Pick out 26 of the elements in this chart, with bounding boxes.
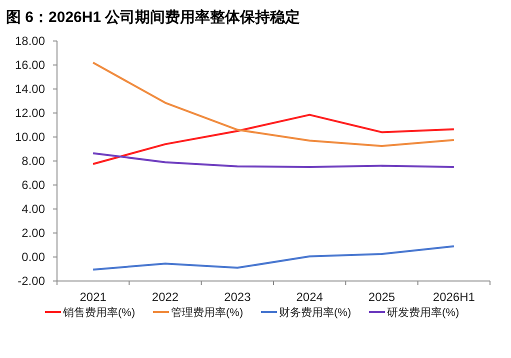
x-tick-label: 2026H1 xyxy=(432,290,476,304)
legend-label: 管理费用率(%) xyxy=(171,306,244,319)
line-series xyxy=(92,62,455,147)
line-series xyxy=(92,245,455,271)
line-series xyxy=(92,152,455,168)
x-tick-label: 2021 xyxy=(80,290,107,304)
y-tick-label: 0.00 xyxy=(22,250,46,264)
y-tick-label: 10.00 xyxy=(14,130,46,144)
y-tick-label: 4.00 xyxy=(22,202,46,216)
legend-label: 销售费用率(%) xyxy=(62,306,136,319)
y-tick-label: 6.00 xyxy=(22,178,46,192)
y-tick-label: -2.00 xyxy=(18,274,46,288)
chart-title: 图 6：2026H1 公司期间费用率整体保持稳定 xyxy=(6,8,300,26)
x-tick-label: 2025 xyxy=(368,290,396,304)
line-series xyxy=(92,114,455,165)
x-tick-label: 2023 xyxy=(224,290,252,304)
y-tick-label: 16.00 xyxy=(14,58,46,72)
y-tick-label: 12.00 xyxy=(14,106,46,120)
legend-label: 财务费用率(%) xyxy=(279,306,352,319)
y-tick-label: 14.00 xyxy=(14,82,46,96)
x-tick-label: 2022 xyxy=(152,290,179,304)
y-tick-label: 2.00 xyxy=(22,226,46,240)
x-tick-label: 2024 xyxy=(296,290,324,304)
y-tick-label: 18.00 xyxy=(14,34,46,48)
y-tick-label: 8.00 xyxy=(22,154,46,168)
legend-label: 研发费用率(%) xyxy=(387,306,460,319)
